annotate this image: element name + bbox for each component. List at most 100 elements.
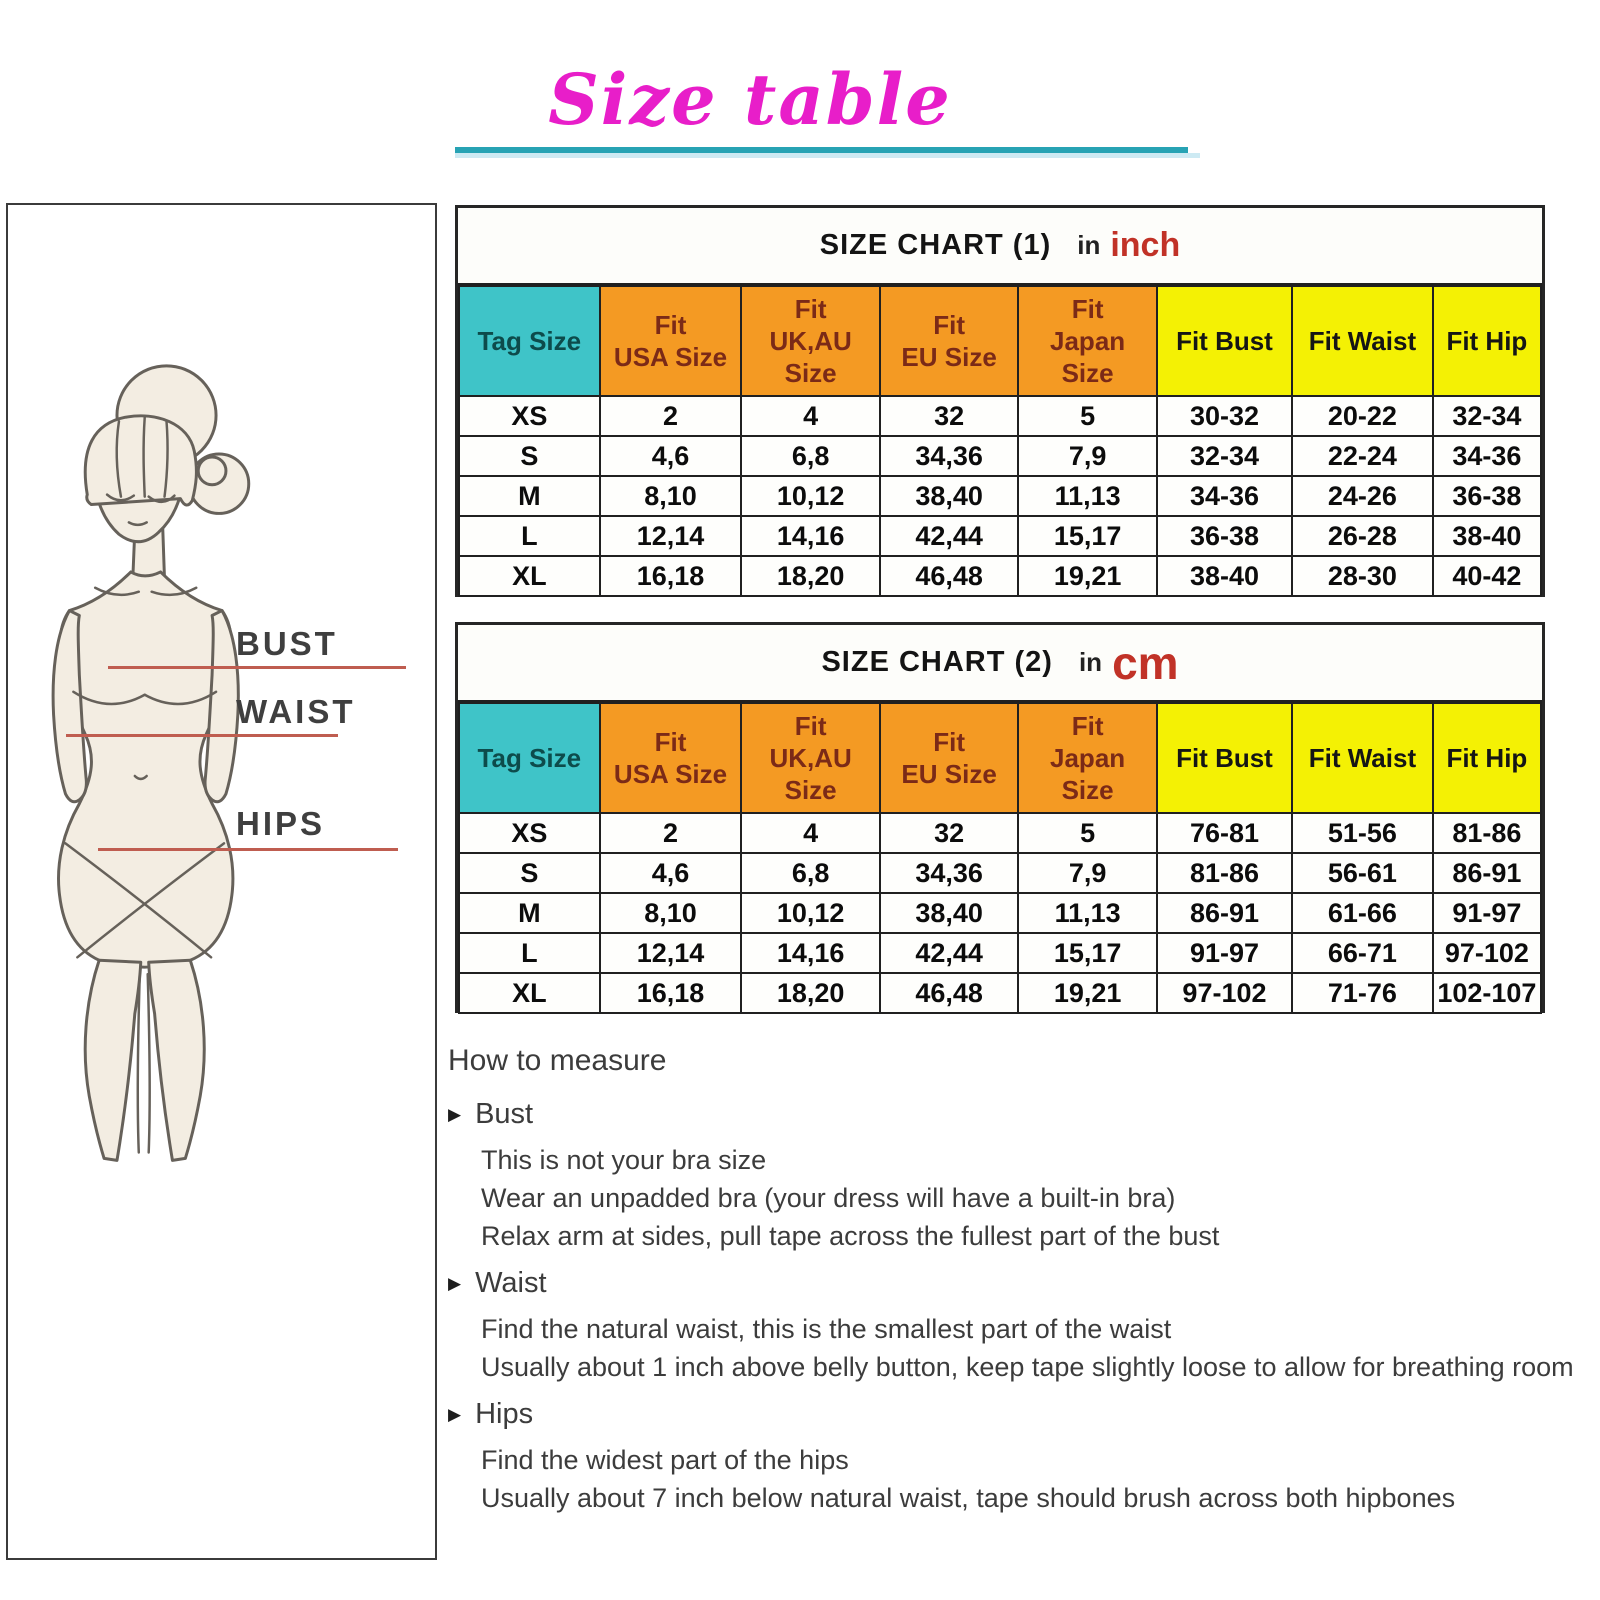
tag-size-cell: S — [458, 852, 601, 894]
measure-section-title: Bust — [475, 1098, 534, 1130]
value-cell: 36-38 — [1155, 515, 1294, 557]
column-header-2: Fit USA Size — [598, 285, 743, 397]
value-cell: 51-56 — [1291, 812, 1434, 854]
value-cell: 34-36 — [1431, 435, 1543, 477]
chart-title-text: SIZE CHART (2) — [821, 646, 1053, 678]
value-cell: 86-91 — [1431, 852, 1543, 894]
value-cell: 61-66 — [1291, 892, 1434, 934]
tag-size-cell: S — [458, 435, 601, 477]
size-row-L: L 12,14 14,16 42,44 15,17 36-38 26-28 38-40 — [458, 515, 1543, 557]
column-header-7: Fit Waist — [1291, 285, 1434, 397]
bust-measure-line — [108, 666, 406, 669]
value-cell: 19,21 — [1017, 555, 1158, 597]
measure-instruction: Find the natural waist, this is the smal… — [481, 1314, 1172, 1344]
hips-label: HIPS — [236, 805, 326, 842]
value-cell: 5 — [1017, 812, 1158, 854]
tag-size-cell: XS — [458, 395, 601, 437]
figure-right-leg — [147, 958, 206, 1162]
column-header-1: Tag Size — [458, 702, 601, 814]
size-row-M: M 8,10 10,12 38,40 11,13 86-91 61-66 91-97 — [458, 892, 1543, 934]
value-cell: 97-102 — [1155, 972, 1294, 1014]
size-table-inch: Tag Size Fit USA Size Fit UK,AU Size Fit EU… — [458, 285, 1543, 597]
value-cell: 6,8 — [740, 852, 881, 894]
waist-measure-line — [66, 734, 338, 737]
column-header-5: Fit Japan Size — [1017, 285, 1158, 397]
value-cell: 4 — [740, 395, 881, 437]
value-cell: 14,16 — [740, 515, 881, 557]
measure-section-title: Hips — [475, 1398, 534, 1430]
value-cell: 32-34 — [1431, 395, 1543, 437]
column-header-3: Fit UK,AU Size — [740, 285, 881, 397]
measurement-figure-panel: BUST WAIST HIPS — [6, 203, 437, 1560]
size-chart-inch-title-row: SIZE CHART (1) in inch — [458, 208, 1542, 285]
how-to-measure-section: How to measure ▶ Bust This is not your b… — [448, 1044, 1598, 1517]
triangle-bullet-icon: ▶ — [448, 1404, 462, 1424]
value-cell: 91-97 — [1155, 932, 1294, 974]
value-cell: 22-24 — [1291, 435, 1434, 477]
value-cell: 81-86 — [1431, 812, 1543, 854]
value-cell: 4,6 — [598, 435, 743, 477]
value-cell: 5 — [1017, 395, 1158, 437]
title-underline — [455, 147, 1200, 159]
header-row: Tag Size Fit USA Size Fit UK,AU Size Fit EU… — [458, 702, 1543, 814]
measure-instruction: Usually about 1 inch above belly button,… — [481, 1352, 1574, 1382]
bust-label: BUST — [236, 625, 338, 662]
figure-left-arm — [51, 609, 88, 804]
value-cell: 42,44 — [878, 932, 1020, 974]
value-cell: 10,12 — [740, 892, 881, 934]
value-cell: 38-40 — [1431, 515, 1543, 557]
triangle-bullet-icon: ▶ — [448, 1273, 462, 1293]
title-underline-shadow — [455, 153, 1200, 158]
size-row-S: S 4,6 6,8 34,36 7,9 32-34 22-24 34-36 — [458, 435, 1543, 477]
value-cell: 32 — [878, 812, 1020, 854]
column-header-8: Fit Hip — [1431, 285, 1543, 397]
hips-measure-line — [98, 848, 398, 851]
value-cell: 11,13 — [1017, 892, 1158, 934]
column-header-2: Fit USA Size — [598, 702, 743, 814]
column-header-6: Fit Bust — [1155, 285, 1294, 397]
value-cell: 16,18 — [598, 555, 743, 597]
woman-figure-illustration — [51, 364, 251, 1162]
value-cell: 66-71 — [1291, 932, 1434, 974]
value-cell: 10,12 — [740, 475, 881, 517]
value-cell: 86-91 — [1155, 892, 1294, 934]
value-cell: 34,36 — [878, 852, 1020, 894]
figure-right-arm — [203, 609, 240, 804]
waist-label: WAIST — [236, 693, 356, 730]
tag-size-cell: XL — [458, 555, 601, 597]
value-cell: 7,9 — [1017, 435, 1158, 477]
column-header-3: Fit UK,AU Size — [740, 702, 881, 814]
value-cell: 34-36 — [1155, 475, 1294, 517]
tag-size-cell: L — [458, 515, 601, 557]
value-cell: 12,14 — [598, 932, 743, 974]
value-cell: 56-61 — [1291, 852, 1434, 894]
size-row-L: L 12,14 14,16 42,44 15,17 91-97 66-71 97-102 — [458, 932, 1543, 974]
tag-size-cell: XL — [458, 972, 601, 1014]
header-row: Tag Size Fit USA Size Fit UK,AU Size Fit EU… — [458, 285, 1543, 397]
value-cell: 7,9 — [1017, 852, 1158, 894]
size-chart-cm-title-row: SIZE CHART (2) in cm — [458, 625, 1542, 702]
chart-unit-word: in — [1077, 230, 1101, 260]
column-header-8: Fit Hip — [1431, 702, 1543, 814]
value-cell: 38-40 — [1155, 555, 1294, 597]
value-cell: 15,17 — [1017, 932, 1158, 974]
triangle-bullet-icon: ▶ — [448, 1104, 462, 1124]
column-header-5: Fit Japan Size — [1017, 702, 1158, 814]
measure-instruction: Find the widest part of the hips — [481, 1445, 849, 1475]
measure-instruction: Wear an unpadded bra (your dress will ha… — [481, 1183, 1176, 1213]
value-cell: 76-81 — [1155, 812, 1294, 854]
value-cell: 2 — [598, 395, 743, 437]
value-cell: 28-30 — [1291, 555, 1434, 597]
figure-left-leg — [83, 958, 143, 1162]
chart-unit: inch — [1110, 226, 1181, 264]
size-chart-inch: SIZE CHART (1) in inch Tag Size Fit USA S… — [455, 205, 1545, 597]
measure-section-bust: ▶ Bust This is not your bra size Wear an… — [448, 1098, 1598, 1255]
chart-unit-word: in — [1078, 647, 1103, 677]
value-cell: 6,8 — [740, 435, 881, 477]
measure-instruction: Usually about 7 inch below natural waist… — [481, 1483, 1456, 1513]
value-cell: 46,48 — [878, 555, 1020, 597]
measure-section-title: Waist — [475, 1267, 547, 1299]
value-cell: 38,40 — [878, 475, 1020, 517]
value-cell: 16,18 — [598, 972, 743, 1014]
